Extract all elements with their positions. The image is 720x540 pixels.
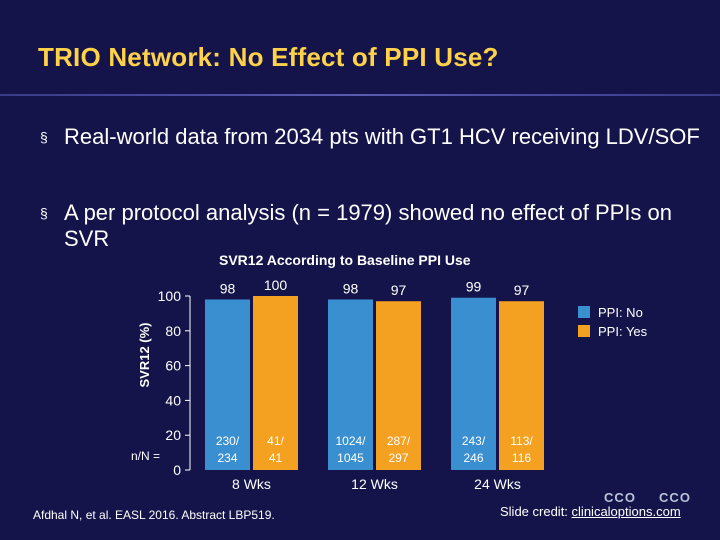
cco-logo-text: CCO: [659, 489, 691, 505]
bar: [499, 301, 544, 470]
y-tick-label: 60: [165, 358, 181, 374]
citation-footnote: Afdhal N, et al. EASL 2016. Abstract LBP…: [33, 508, 275, 522]
title-divider: [0, 94, 720, 96]
category-label: 8 Wks: [232, 476, 271, 492]
bar-value-label: 98: [220, 280, 236, 296]
credit-link[interactable]: clinicaloptions.com: [571, 504, 681, 519]
category-label: 12 Wks: [351, 476, 398, 492]
y-tick-label: 40: [165, 392, 181, 408]
credit-label: Slide credit:: [500, 504, 572, 519]
fraction-label-bottom: 1045: [337, 451, 364, 465]
y-tick-label: 100: [158, 288, 182, 304]
fraction-label-bottom: 116: [512, 451, 531, 465]
bar: [253, 296, 298, 470]
fraction-label-bottom: 234: [217, 451, 237, 465]
cco-logo-secondary: CCO: [653, 487, 697, 507]
bar-value-label: 100: [264, 277, 288, 293]
bar-value-label: 98: [343, 280, 359, 296]
y-tick-label: 0: [173, 462, 181, 478]
bullet-2-text: A per protocol analysis (n = 1979) showe…: [64, 200, 673, 251]
cco-logo-text: CCO: [604, 489, 636, 505]
slide-credit: Slide credit: clinicaloptions.com: [500, 504, 681, 519]
fraction-label-bottom: 297: [388, 451, 408, 465]
bullet-1-text: Real-world data from 2034 pts with GT1 H…: [64, 124, 700, 149]
y-tick-label: 80: [165, 323, 181, 339]
bar: [451, 297, 496, 470]
fraction-row-label: n/N =: [131, 449, 160, 463]
fraction-label-top: 230/: [216, 434, 240, 448]
legend-swatch: [578, 306, 590, 318]
bar-value-label: 99: [466, 279, 482, 295]
fraction-label-top: 41/: [267, 434, 284, 448]
chart-title: SVR12 According to Baseline PPI Use: [219, 252, 471, 268]
fraction-label-bottom: 41: [269, 451, 283, 465]
legend-label: PPI: No: [598, 305, 643, 320]
fraction-label-top: 243/: [462, 434, 486, 448]
bar-value-label: 97: [514, 282, 530, 298]
bar: [205, 299, 250, 470]
bar: [376, 301, 421, 470]
bullet-mark: §: [40, 129, 48, 145]
bullet-mark: §: [40, 205, 48, 221]
bar-value-label: 97: [391, 282, 407, 298]
legend-label: PPI: Yes: [598, 324, 648, 339]
y-axis-label: SVR12 (%): [137, 322, 152, 387]
cco-logo: CCO: [598, 487, 642, 507]
category-label: 24 Wks: [474, 476, 521, 492]
fraction-label-top: 287/: [387, 434, 411, 448]
bar: [328, 299, 373, 470]
legend-swatch: [578, 325, 590, 337]
y-tick-label: 20: [165, 427, 181, 443]
fraction-label-bottom: 246: [463, 451, 483, 465]
fraction-label-top: 1024/: [335, 434, 366, 448]
fraction-label-top: 113/: [510, 434, 533, 448]
slide-title: TRIO Network: No Effect of PPI Use?: [38, 42, 499, 72]
